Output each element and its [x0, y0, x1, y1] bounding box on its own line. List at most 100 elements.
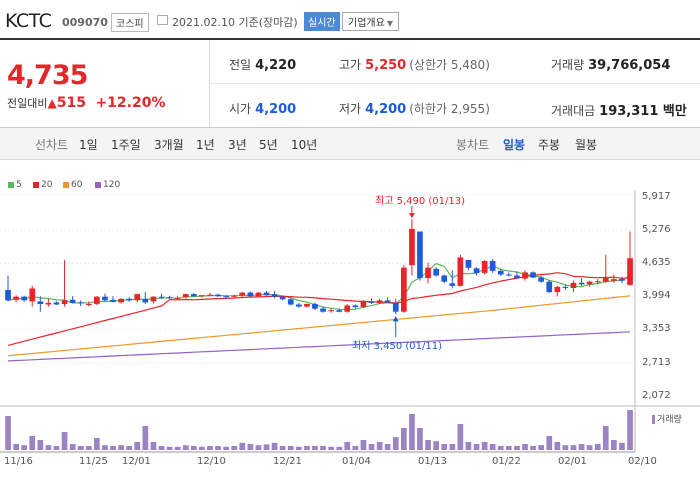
candle-body: [191, 294, 197, 297]
stock-header: KCTC 009070 코스피 2021.02.10 기준(장마감) 실시간 기…: [0, 0, 700, 40]
volume-bar: [239, 442, 246, 450]
legend-label: 60: [71, 180, 83, 190]
prev-close: 전일 4,220: [229, 56, 296, 73]
candle-body: [5, 290, 11, 301]
current-price: 4,735: [7, 60, 88, 91]
volume-swatch: [652, 415, 655, 424]
volume-bar: [166, 446, 173, 450]
volume-bar: [304, 446, 310, 450]
candle-body: [392, 302, 399, 312]
x-tick: 12/21: [273, 456, 302, 467]
base-date: 2021.02.10 기준(장마감): [172, 16, 298, 29]
legend-swatch: [63, 181, 69, 188]
volume-bar: [336, 446, 343, 450]
candle-body: [247, 292, 254, 297]
candle-body: [279, 296, 286, 300]
candle-body: [182, 294, 189, 298]
volume-bar: [207, 446, 213, 450]
candle-body: [441, 275, 448, 282]
period-1d[interactable]: 1일: [79, 138, 98, 152]
volume-bar: [5, 416, 11, 450]
x-tick: 11/16: [4, 456, 33, 467]
candle-body: [409, 228, 415, 266]
volume-bar: [29, 436, 36, 450]
high-label: 고가: [339, 58, 362, 72]
period-3y[interactable]: 3년: [228, 138, 247, 152]
company-info-dropdown[interactable]: 기업개요 ▼: [342, 12, 399, 31]
candle-body: [118, 298, 124, 303]
y-tick: 5,276: [642, 224, 671, 235]
amount-value: 193,311 백만: [599, 104, 687, 119]
volume-bar: [118, 445, 124, 450]
candle-body: [150, 296, 157, 302]
volume-bar: [409, 414, 415, 450]
open-price: 시가 4,200: [229, 100, 296, 117]
volume-bar: [21, 445, 27, 450]
volume-bar: [522, 444, 528, 450]
calendar-icon: [157, 15, 168, 25]
volume-bar: [45, 445, 52, 450]
y-tick: 4,635: [642, 257, 671, 268]
volume-bar: [86, 446, 92, 450]
x-tick: 12/01: [122, 456, 151, 467]
volume-bar: [142, 426, 149, 450]
candle-body: [586, 281, 593, 285]
candle-body: [271, 294, 278, 297]
x-tick: 12/10: [197, 456, 226, 467]
min-annotation: 최저 3,450 (01/11): [352, 341, 443, 352]
volume-bar: [231, 446, 238, 450]
volume-bar: [271, 442, 278, 450]
volume-bar: [94, 438, 100, 450]
stock-code: 009070: [62, 16, 108, 29]
volume-bar: [578, 444, 585, 450]
volume-bar: [352, 446, 359, 450]
candle-body: [166, 297, 173, 299]
candle-body: [522, 272, 528, 279]
legend-swatch: [8, 181, 14, 188]
y-tick: 3,353: [642, 323, 671, 334]
trade-amount: 거래대금 193,311 백만: [551, 100, 687, 119]
volume-bar: [481, 442, 488, 450]
candle-body: [619, 279, 625, 281]
period-10y[interactable]: 10년: [291, 138, 318, 152]
candle-body: [562, 286, 569, 288]
candle-body: [417, 231, 423, 279]
period-3m[interactable]: 3개월: [154, 138, 184, 152]
period-daily[interactable]: 일봉: [503, 138, 526, 152]
volume: 거래량 39,766,054: [551, 56, 670, 73]
volume-bar: [570, 445, 577, 450]
candle-body: [578, 282, 585, 285]
candle-body: [263, 292, 270, 296]
candle-body: [134, 294, 141, 301]
candle-body: [207, 294, 213, 296]
realtime-button[interactable]: 실시간: [304, 12, 340, 31]
candle-body: [287, 299, 294, 305]
open-label: 시가: [229, 102, 252, 116]
change-label: 전일대비: [7, 97, 48, 110]
change-percent: +12.20%: [95, 95, 166, 111]
volume-bar: [473, 444, 480, 450]
low-value: 4,200: [365, 102, 407, 117]
up-arrow-icon: ▲: [47, 96, 57, 110]
volume-bar: [199, 446, 205, 450]
volume-bar: [514, 446, 520, 450]
volume-legend: 거래량: [652, 412, 682, 425]
period-1y[interactable]: 1년: [196, 138, 215, 152]
period-weekly[interactable]: 주봉: [538, 138, 561, 152]
volume-legend-label: 거래량: [657, 415, 682, 425]
candle-body: [425, 267, 431, 279]
period-1w[interactable]: 1주일: [111, 138, 141, 152]
period-monthly[interactable]: 월봉: [575, 138, 598, 152]
candle-body: [481, 261, 488, 273]
volume-bar: [61, 432, 68, 450]
upper-limit: (상한가 5,480): [409, 58, 490, 72]
legend-swatch: [33, 181, 39, 188]
volume-bar: [150, 442, 157, 450]
period-5y[interactable]: 5년: [259, 138, 278, 152]
candle-body: [546, 281, 553, 293]
candle-body: [433, 268, 439, 276]
candle-chart-heading: 봉차트: [456, 138, 490, 152]
amount-label: 거래대금: [551, 104, 596, 118]
candle-body: [602, 278, 609, 282]
